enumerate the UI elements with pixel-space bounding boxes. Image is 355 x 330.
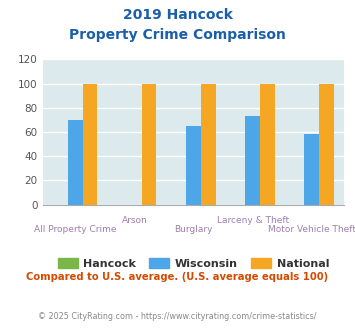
Legend: Hancock, Wisconsin, National: Hancock, Wisconsin, National (53, 254, 334, 273)
Text: All Property Crime: All Property Crime (34, 225, 116, 234)
Text: Compared to U.S. average. (U.S. average equals 100): Compared to U.S. average. (U.S. average … (26, 272, 329, 282)
Bar (245, 116, 260, 205)
Bar (304, 134, 319, 205)
Text: © 2025 CityRating.com - https://www.cityrating.com/crime-statistics/: © 2025 CityRating.com - https://www.city… (38, 312, 317, 321)
Bar (260, 83, 275, 205)
Bar (142, 83, 157, 205)
Text: Motor Vehicle Theft: Motor Vehicle Theft (268, 225, 355, 234)
Text: 2019 Hancock: 2019 Hancock (122, 8, 233, 22)
Text: Arson: Arson (121, 216, 147, 225)
Text: Burglary: Burglary (174, 225, 213, 234)
Bar (201, 83, 216, 205)
Bar (319, 83, 334, 205)
Bar (68, 120, 83, 205)
Text: Property Crime Comparison: Property Crime Comparison (69, 28, 286, 42)
Bar (82, 83, 97, 205)
Bar (186, 126, 201, 205)
Text: Larceny & Theft: Larceny & Theft (217, 216, 289, 225)
